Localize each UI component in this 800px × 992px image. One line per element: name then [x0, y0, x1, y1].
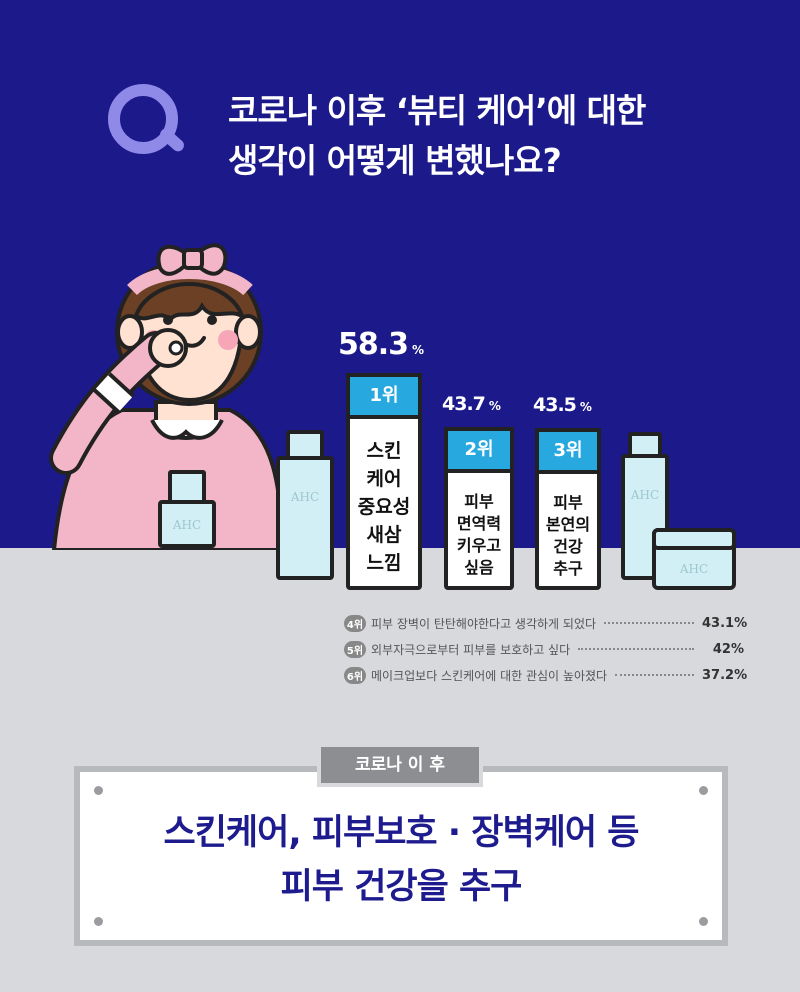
- bar-value-number: 43.5: [533, 394, 577, 416]
- conclusion-line-1: 스킨케어, 피부보호 · 장벽케어 등: [163, 813, 640, 853]
- bar-category-label: 피부 본연의 건강 추구: [545, 493, 591, 578]
- conclusion-text: 스킨케어, 피부보호 · 장벽케어 등 피부 건강을 추구: [74, 806, 728, 914]
- rank-row-5: 5위 외부자극으로부터 피부를 보호하고 싶다 42%: [344, 636, 744, 662]
- bar-value-unit: %: [488, 399, 501, 413]
- bar-value-number: 43.7: [442, 393, 486, 415]
- ahc-bottle-tall-left-cap: [286, 430, 324, 460]
- leader-dots: [615, 674, 694, 676]
- rank-badge: 5위: [344, 640, 366, 658]
- bar-value-label: 43.7%: [442, 393, 501, 415]
- card-rivet: [94, 917, 103, 926]
- question-title: 코로나 이후 ‘뷰티 케어’에 대한 생각이 어떻게 변했나요?: [228, 86, 748, 186]
- rank-value: 37.2%: [702, 667, 748, 683]
- leader-dots: [604, 622, 694, 624]
- leader-dots: [578, 648, 694, 650]
- bar-rank-label: 2위: [444, 427, 514, 473]
- bar-category-label: 스킨 케어 중요성 새삼 느낌: [357, 440, 411, 574]
- rank-text: 피부 장벽이 탄탄해야한다고 생각하게 되었다: [371, 616, 597, 631]
- rank-text: 메이크업보다 스킨케어에 대한 관심이 높아졌다: [371, 668, 608, 683]
- ahc-bottle-tall-right-cap: [628, 432, 662, 458]
- conclusion-tag: 코로나 이 후: [317, 743, 483, 787]
- card-rivet: [699, 786, 708, 795]
- card-rivet: [699, 917, 708, 926]
- brand-label: AHC: [630, 488, 660, 502]
- brand-label: AHC: [679, 562, 709, 576]
- bar-value-unit: %: [412, 343, 424, 357]
- question-line-1: 코로나 이후 ‘뷰티 케어’에 대한: [228, 91, 646, 130]
- bar-value-unit: %: [579, 400, 592, 414]
- brand-label: AHC: [172, 518, 202, 532]
- ahc-bottle-tall-left: AHC: [276, 456, 334, 580]
- conclusion-line-2: 피부 건강을 추구: [280, 867, 523, 907]
- rank-text: 외부자극으로부터 피부를 보호하고 싶다: [371, 642, 571, 657]
- rank-badge: 4위: [344, 614, 366, 632]
- other-ranks-list: 4위 피부 장벽이 탄탄해야한다고 생각하게 되었다 43.1% 5위 외부자극…: [344, 610, 748, 688]
- rank-row-4: 4위 피부 장벽이 탄탄해야한다고 생각하게 되었다 43.1%: [344, 610, 748, 636]
- bar-rank-label: 1위: [346, 373, 422, 419]
- rank-badge: 6위: [344, 666, 366, 684]
- rank-value: 43.1%: [702, 615, 748, 631]
- bar-category-label: 피부 면역력 키우고 싶음: [456, 492, 502, 577]
- bar-value-label: 58.3%: [338, 327, 424, 362]
- ahc-bottle-left-cap: [168, 470, 206, 504]
- ahc-jar-lid: [652, 528, 736, 550]
- bar-value-label: 43.5%: [533, 394, 592, 416]
- bar-rank-label: 3위: [535, 428, 601, 474]
- question-line-2: 생각이 어떻게 변했나요?: [228, 141, 562, 180]
- rank-value: 42%: [712, 641, 744, 657]
- ahc-bottle-left: AHC: [158, 500, 216, 548]
- brand-label: AHC: [290, 490, 320, 504]
- bar-value-number: 58.3: [338, 327, 409, 362]
- rank-row-6: 6위 메이크업보다 스킨케어에 대한 관심이 높아졌다 37.2%: [344, 662, 748, 688]
- card-rivet: [94, 786, 103, 795]
